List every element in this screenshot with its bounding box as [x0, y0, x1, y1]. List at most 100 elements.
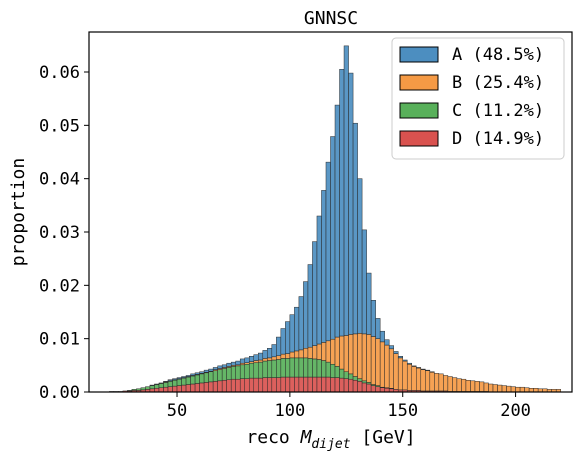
bar-A-76: [235, 360, 241, 366]
bar-D-104: [298, 376, 304, 393]
bar-C-66: [212, 370, 218, 382]
bar-C-128: [352, 376, 358, 381]
bar-A-158: [420, 368, 426, 370]
bar-D-80: [244, 378, 250, 393]
bar-B-106: [303, 348, 309, 359]
bar-D-78: [239, 378, 245, 393]
plot-frame: [88, 31, 573, 393]
bar-B-180: [470, 380, 476, 392]
bar-B-138: [375, 338, 381, 386]
bar-A-82: [248, 356, 255, 362]
bar-C-112: [316, 359, 322, 378]
bar-C-70: [221, 368, 227, 381]
bar-B-122: [339, 335, 345, 370]
y-tick-label: 0.06: [39, 63, 80, 83]
bar-A-80: [244, 357, 250, 363]
bar-A-88: [262, 350, 268, 359]
bar-C-56: [190, 375, 196, 385]
bar-B-174: [456, 378, 462, 392]
legend-label-B: B (25.4%): [452, 73, 544, 93]
bar-A-142: [384, 339, 390, 346]
bar-D-44: [163, 386, 169, 393]
bar-D-94: [276, 377, 282, 393]
bar-C-36: [145, 386, 151, 390]
legend-label-C: C (11.2%): [452, 101, 544, 121]
bar-B-118: [330, 338, 336, 365]
bar-A-154: [411, 365, 417, 367]
bar-D-132: [361, 382, 367, 393]
bar-D-86: [258, 377, 264, 393]
bar-A-120: [334, 104, 340, 338]
bar-B-88: [262, 358, 268, 362]
bar-D-100: [289, 376, 295, 393]
bar-D-128: [352, 380, 358, 393]
bar-D-102: [294, 376, 300, 393]
bar-A-124: [343, 45, 349, 336]
bar-C-94: [276, 359, 282, 378]
bar-B-160: [425, 370, 431, 392]
bar-A-72: [226, 362, 232, 367]
bar-C-86: [258, 361, 264, 379]
bar-D-48: [172, 385, 178, 393]
bar-A-46: [167, 379, 173, 382]
bar-D-130: [357, 381, 363, 393]
bar-A-132: [361, 229, 367, 335]
bar-B-200: [515, 386, 521, 393]
bar-A-118: [330, 136, 336, 340]
bar-A-114: [321, 190, 327, 343]
x-tick-label: 150: [387, 401, 418, 421]
bar-A-110: [312, 241, 318, 346]
bar-D-88: [262, 377, 268, 393]
bar-C-126: [348, 373, 354, 380]
bar-C-120: [334, 366, 340, 378]
bar-D-52: [181, 384, 187, 393]
bar-B-130: [357, 333, 363, 379]
bar-C-80: [244, 364, 250, 379]
bar-C-34: [140, 387, 146, 391]
bar-B-98: [285, 353, 291, 359]
bar-C-40: [154, 384, 160, 389]
bar-B-164: [434, 373, 440, 392]
bar-C-28: [127, 390, 133, 392]
x-tick-label: 50: [167, 401, 187, 421]
legend-swatch-C: [399, 102, 439, 119]
bar-B-158: [420, 369, 426, 392]
bar-B-194: [501, 385, 507, 393]
bar-C-32: [136, 388, 142, 391]
bar-B-150: [402, 360, 408, 391]
bar-A-108: [307, 264, 313, 348]
bar-D-68: [217, 380, 223, 393]
bar-D-50: [176, 385, 182, 393]
bar-D-70: [221, 380, 227, 393]
bar-D-120: [334, 377, 340, 393]
bar-A-56: [190, 373, 196, 376]
bar-A-48: [172, 378, 178, 380]
bar-B-176: [461, 378, 467, 392]
bar-B-142: [384, 344, 390, 388]
bar-D-140: [379, 387, 385, 393]
bar-D-60: [199, 382, 205, 393]
bar-B-182: [474, 381, 480, 392]
bar-A-62: [203, 369, 209, 373]
bar-D-98: [285, 376, 291, 393]
y-tick-label: 0.01: [39, 330, 80, 350]
bar-B-186: [483, 382, 489, 392]
bar-A-126: [348, 72, 354, 335]
bar-B-126: [348, 334, 354, 375]
bar-B-166: [438, 373, 444, 392]
bar-C-104: [298, 357, 304, 378]
bar-D-64: [208, 381, 214, 393]
bar-C-118: [330, 364, 336, 378]
bar-A-122: [339, 69, 345, 337]
bar-C-122: [339, 368, 345, 379]
bar-B-170: [447, 376, 453, 392]
y-tick-label: 0.03: [39, 223, 80, 243]
bar-D-82: [248, 377, 255, 393]
bar-C-68: [217, 369, 223, 382]
bar-D-136: [370, 385, 376, 393]
bar-B-154: [411, 366, 417, 391]
bar-B-196: [506, 385, 512, 393]
bar-C-114: [321, 360, 327, 378]
bar-B-202: [519, 386, 525, 393]
bar-B-136: [370, 336, 376, 385]
